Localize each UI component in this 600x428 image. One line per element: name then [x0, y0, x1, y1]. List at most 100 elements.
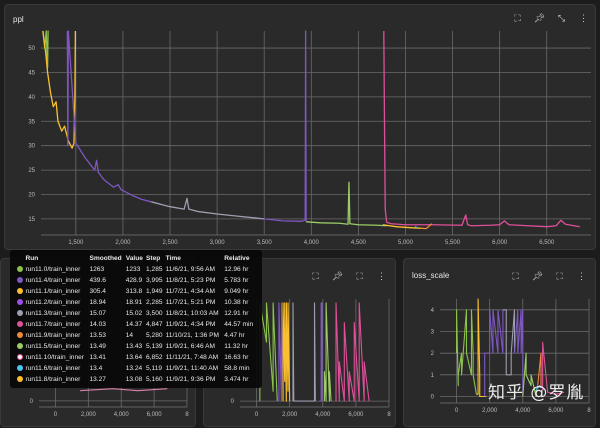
x-tick-label: 2,000: [81, 412, 97, 418]
fit-domain-icon[interactable]: ⛶: [514, 13, 521, 23]
series-line-run11-7-train-inner: [383, 30, 580, 228]
tooltip-header: Relative: [224, 254, 250, 262]
series-line-run11-2-train-inner: [66, 30, 152, 203]
y-tick-label: 3: [431, 330, 435, 336]
tooltip-value: 14.37: [125, 320, 143, 328]
tooltip-value: 313.8: [125, 287, 143, 295]
tooltip-step: 1,949: [146, 287, 163, 295]
tooltip-smoothed: 13.4: [89, 364, 103, 372]
y-tick-label: 45: [28, 70, 35, 76]
x-tick-label: 5,000: [398, 240, 414, 246]
card-toolbar: ⛶ 📌︎ ⛶ ⋮: [310, 271, 387, 282]
more-vert-icon[interactable]: ⋮: [377, 271, 386, 281]
x-tick-label: 8: [387, 412, 391, 418]
tooltip-smoothed: 13.53: [89, 331, 106, 339]
more-vert-icon[interactable]: ⋮: [579, 13, 588, 23]
tooltip-relative: 4.47 hr: [224, 331, 245, 339]
tooltip-time: 11/7/21, 4:34 AM: [165, 287, 215, 295]
tooltip-header: Value: [125, 254, 143, 262]
tooltip-value: 13.24: [125, 364, 143, 372]
pin-icon[interactable]: 📌︎: [331, 271, 344, 281]
series-line-run11-6-train-inner: [414, 226, 417, 229]
series-line-run11-5-train-inner: [306, 181, 387, 227]
tooltip-relative: 10.38 hr: [224, 298, 249, 306]
x-tick-label: 0: [455, 408, 459, 414]
tooltip-time: 11/9/21, 6:46 AM: [165, 342, 215, 350]
tooltip-relative: 58.8 min: [224, 364, 250, 372]
tooltip-smoothed: 18.94: [89, 298, 106, 306]
tooltip-run: run11.2/train_inner: [25, 298, 81, 306]
pin-icon[interactable]: 📌︎: [533, 13, 546, 23]
ppl-card: ppl ⛶ 📌︎ ⤡ ⋮ 1,500 2,000 2,500 3,000 3,500 4,…: [4, 4, 596, 250]
pin-icon[interactable]: 📌︎: [531, 271, 544, 281]
tooltip-row: run11.6/train_inner 13.4 13.24 5,119 11/9/21…: [16, 363, 256, 374]
tooltip-smoothed: 15.07: [89, 309, 106, 317]
y-tick-label: 1: [431, 373, 435, 379]
series-line-run11-10-train-inner: [80, 388, 168, 392]
tooltip-value: 1233: [125, 265, 141, 273]
x-tick-label: 5,500: [445, 240, 461, 246]
fit-domain-icon[interactable]: ⛶: [512, 271, 519, 281]
run-color-dot: [17, 320, 23, 327]
tooltip-value: 13.64: [125, 353, 143, 361]
tooltip-relative: 12.91 hr: [224, 309, 249, 317]
more-vert-icon[interactable]: ⋮: [577, 271, 586, 281]
card-toolbar: ⛶ 📌︎ ⛶ ⋮: [510, 271, 587, 282]
tooltip-row: run11.4/train_inner 439.6 428.9 3,995 11/8/2…: [16, 275, 256, 286]
tooltip-value: 15.02: [125, 309, 143, 317]
x-tick-label: 6,500: [539, 240, 555, 246]
x-tick-label: 2,000: [282, 412, 298, 418]
x-tick-label: 4,500: [351, 240, 367, 246]
tooltip-smoothed: 14.03: [89, 320, 106, 328]
fit-domain-icon[interactable]: ⛶: [312, 271, 319, 281]
x-tick-label: 2,000: [115, 240, 131, 246]
loss-scale-chart[interactable]: 0 2,000 4,000 6,000 8 0 1 2 3 4: [404, 259, 597, 428]
tooltip-step: 2,285: [146, 298, 163, 306]
tooltip-time: 11/7/21, 5:21 PM: [165, 298, 216, 306]
tooltip-value: 13.08: [125, 375, 143, 383]
x-tick-label: 0: [255, 412, 259, 418]
run-color-dot: [17, 331, 23, 338]
x-tick-label: 4,000: [304, 240, 320, 246]
ppl-chart[interactable]: 1,500 2,000 2,500 3,000 3,500 4,000 4,500 5,000…: [5, 5, 597, 251]
x-tick-label: 8: [587, 408, 591, 414]
y-tick-label: 0: [231, 399, 235, 405]
tooltip-run: run11.5/train_inner: [25, 342, 81, 350]
series-line-run11-1-train-inner: [476, 298, 487, 398]
x-tick-label: 8: [185, 412, 189, 418]
tooltip-value: 13.43: [125, 342, 143, 350]
tooltip-run: run11.1/train_inner: [25, 287, 81, 295]
fullscreen-icon[interactable]: ⛶: [356, 271, 363, 281]
tooltip-relative: 5.783 hr: [224, 276, 249, 284]
series-line-run11-5-train-inner: [323, 302, 332, 402]
tooltip-relative: 9.049 hr: [224, 287, 249, 295]
tooltip-step: 3,500: [146, 309, 163, 317]
series-line-run11-2-train-inner: [278, 302, 284, 402]
x-tick-label: 3,500: [257, 240, 273, 246]
series-line-run11-3-train-inner: [502, 309, 516, 376]
tooltip-run: run11.7/train_inner: [25, 320, 81, 328]
tooltip-step: 1,285: [146, 265, 163, 273]
series-line-run11-0-train-inner: [456, 309, 477, 395]
y-tick-label: 30: [28, 144, 35, 150]
x-tick-label: 0: [54, 412, 58, 418]
tooltip-row: run11.9/train_inner 13.53 14 5,280 11/10/21,…: [16, 330, 256, 341]
run-color-dot: [17, 375, 23, 382]
tooltip-time: 11/9/21, 11:40 AM: [165, 364, 219, 372]
collapse-icon[interactable]: ⤡: [557, 13, 566, 23]
x-tick-label: 6,000: [492, 240, 508, 246]
tooltip-time: 11/8/21, 10:03 AM: [165, 309, 219, 317]
tooltip-header: Step: [146, 254, 161, 262]
x-tick-label: 2,000: [482, 408, 498, 414]
x-tick-label: 6,000: [348, 412, 364, 418]
tooltip-step: 5,139: [146, 342, 163, 350]
fullscreen-icon[interactable]: ⛶: [556, 271, 563, 281]
tooltip-value: 18.91: [125, 298, 143, 306]
y-tick-label: 15: [28, 217, 35, 223]
series-line-run11-3-train-inner: [151, 197, 265, 220]
series-line-run11-3-train-inner: [292, 302, 316, 402]
tooltip-relative: 12.96 hr: [224, 265, 249, 273]
tooltip-time: 11/9/21, 9:36 PM: [165, 375, 216, 383]
tooltip-smoothed: 13.41: [89, 353, 106, 361]
watermark: 知乎 @罗胤: [488, 383, 585, 403]
